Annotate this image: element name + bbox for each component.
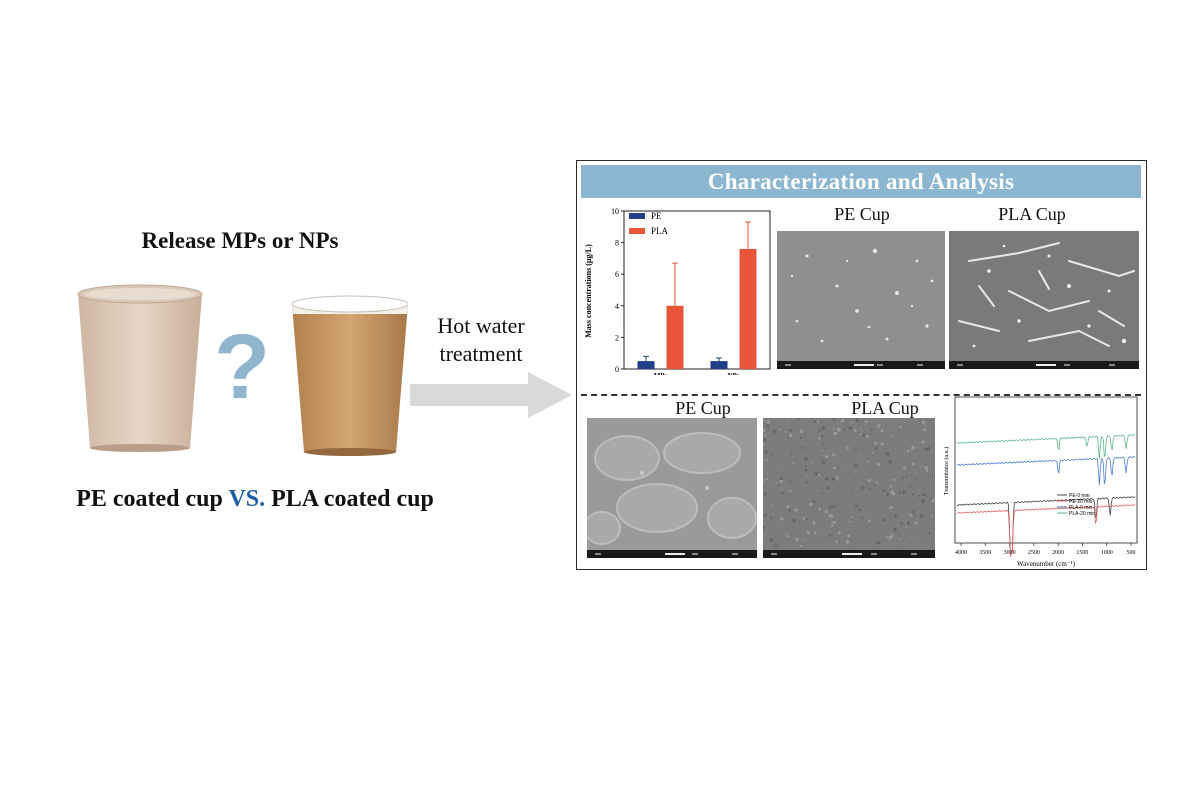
ftir-spectra — [956, 434, 1136, 557]
y-axis-label: Mass concentrations (µg/L) — [584, 244, 593, 338]
sem-top-pla-image — [949, 231, 1139, 369]
ftir-legend-label-1: PE-20 min — [1069, 499, 1093, 505]
ftir-x-label: Wavenumber (cm⁻¹) — [1017, 560, 1076, 568]
ftir-tick-label-3: 2500 — [1028, 550, 1040, 556]
pla-coated-cup-label: PLA coated cup — [271, 486, 434, 512]
ftir-x-ticks: 4000 3500 3000 2500 2000 1500 1000 500 — [955, 543, 1136, 556]
ftir-tick-label-7: 500 — [1127, 550, 1136, 556]
ftir-y-label: Transmittance (a.u.) — [943, 447, 950, 495]
bars — [637, 221, 757, 369]
legend-swatch-pla — [629, 228, 645, 234]
chart-legend: PE PLA — [629, 211, 669, 236]
sem-top-pe-image — [777, 231, 945, 369]
ftir-legend-label-0: PE-0 min — [1069, 493, 1090, 499]
section-divider — [581, 394, 1141, 396]
legend-swatch-pe — [629, 213, 645, 219]
panel-title: Characterization and Analysis — [581, 165, 1141, 198]
ftir-tick-label-1: 3500 — [979, 550, 991, 556]
ftir-series-2 — [956, 455, 1136, 486]
y-tick-label-0: 0 — [615, 365, 619, 374]
cup-comparison: PE coated cup VS. PLA coated cup — [20, 486, 490, 513]
ftir-tick-label-0: 4000 — [955, 550, 967, 556]
ftir-legend-label-2: PLA-0 min — [1069, 505, 1093, 511]
vs-label: VS. — [228, 486, 266, 512]
sem-top-pla-label: PLA Cup — [998, 204, 1066, 224]
ftir-legend-label-3: PLA-20 min — [1069, 511, 1095, 517]
arrow-label-line1: Hot water — [437, 313, 525, 338]
y-tick-label-4: 8 — [615, 239, 619, 248]
process-arrow — [410, 372, 572, 418]
sem-bottom-pe-label: PE Cup — [675, 398, 731, 418]
chart-frame — [623, 210, 771, 370]
sem-bottom-pla-label: PLA Cup — [851, 398, 919, 418]
ftir-tick-label-4: 2000 — [1052, 550, 1064, 556]
ftir-tick-label-5: 1500 — [1076, 550, 1088, 556]
characterization-panel: Characterization and Analysis Mass conce… — [576, 160, 1147, 570]
ftir-tick-label-6: 1000 — [1101, 550, 1113, 556]
y-tick-label-3: 6 — [615, 270, 619, 279]
mass-concentration-chart: Mass concentrations (µg/L) 0 2 4 6 8 10 MPs NP… — [584, 207, 771, 375]
ftir-chart: Transmittance (a.u.) Wavenumber (cm⁻¹) 4… — [943, 396, 1138, 568]
legend-pla: PLA — [651, 226, 669, 236]
bar-pe-mps — [637, 361, 655, 369]
ftir-series-3 — [956, 434, 1136, 459]
ftir-tick-label-2: 3000 — [1004, 550, 1016, 556]
category-label-nps: NPs — [727, 372, 739, 375]
sem-bottom-pe-image — [587, 418, 757, 558]
y-tick-label-2: 4 — [615, 302, 619, 311]
ftir-frame — [954, 396, 1138, 544]
sem-top-pe-label: PE Cup — [834, 204, 890, 224]
y-tick-label-1: 2 — [615, 333, 619, 342]
arrow-label: Hot water treatment — [412, 312, 550, 368]
ftir-series-1 — [956, 504, 1136, 557]
left-title: Release MPs or NPs — [141, 228, 339, 253]
arrow-label-line2: treatment — [439, 341, 523, 366]
bar-pe-nps — [710, 361, 728, 369]
bar-pla-nps — [739, 248, 757, 369]
x-categories: MPs NPs — [654, 372, 740, 375]
bar-pla-mps — [666, 305, 684, 369]
y-tick-label-5: 10 — [611, 207, 619, 216]
cups-illustration: ? — [77, 284, 409, 456]
pe-cup-image — [77, 284, 203, 452]
pe-coated-cup-label: PE coated cup — [76, 486, 223, 512]
y-ticks: 0 2 4 6 8 10 — [611, 207, 624, 374]
legend-pe: PE — [651, 211, 662, 221]
sem-bottom-pla-image — [763, 418, 935, 558]
category-label-mps: MPs — [654, 372, 668, 375]
ftir-series-0 — [956, 496, 1136, 556]
question-mark: ? — [214, 316, 270, 418]
pla-cup-image — [291, 295, 409, 456]
